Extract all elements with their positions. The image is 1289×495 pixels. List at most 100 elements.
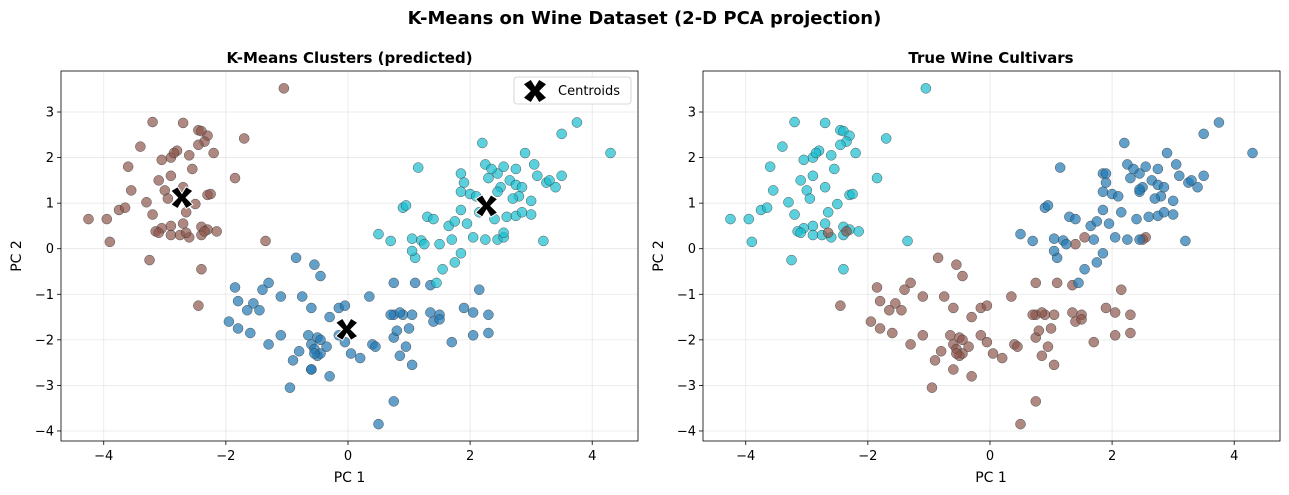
data-point: [516, 207, 528, 218]
data-point: [804, 193, 816, 204]
y-tick-label: 0: [46, 242, 54, 257]
data-point: [819, 218, 831, 229]
y-tick-label: −2: [677, 333, 696, 348]
data-point: [205, 188, 216, 200]
x-axis-label: PC 1: [334, 470, 366, 486]
data-point: [743, 213, 755, 225]
data-point: [321, 341, 332, 352]
data-point: [232, 295, 244, 307]
data-point: [1033, 325, 1045, 336]
data-point: [1061, 238, 1072, 250]
data-point: [1161, 147, 1173, 159]
data-point: [966, 311, 977, 323]
data-point: [455, 204, 467, 216]
data-point: [406, 245, 418, 257]
data-point: [1070, 213, 1081, 225]
data-point: [309, 259, 320, 270]
data-point: [865, 316, 877, 327]
data-point: [920, 83, 932, 94]
data-point: [477, 137, 488, 149]
data-point: [1036, 307, 1048, 318]
centroid-markers: [170, 185, 499, 342]
data-point: [419, 238, 430, 250]
data-point: [290, 252, 302, 264]
data-point: [153, 175, 164, 186]
data-point: [263, 339, 274, 350]
y-tick-label: 3: [688, 106, 696, 121]
data-point: [835, 139, 846, 151]
data-point: [354, 352, 366, 364]
data-point: [306, 364, 317, 375]
data-point: [400, 341, 412, 352]
data-point: [1125, 327, 1136, 339]
data-point: [388, 277, 400, 289]
data-point: [1149, 193, 1161, 204]
data-point: [458, 302, 470, 314]
data-point: [905, 277, 916, 289]
data-point: [278, 83, 290, 94]
scatter-points: [83, 83, 616, 430]
data-point: [1006, 291, 1017, 302]
data-point: [1167, 195, 1179, 207]
data-point: [385, 235, 396, 247]
data-point: [1015, 418, 1026, 430]
data-point: [1097, 186, 1109, 198]
data-point: [165, 170, 177, 182]
x-tick-label: 4: [588, 449, 596, 464]
data-point: [364, 291, 375, 302]
data-point: [370, 341, 381, 352]
data-point: [1119, 137, 1130, 149]
data-point: [1213, 117, 1225, 128]
data-point: [902, 235, 913, 247]
data-point: [455, 168, 467, 179]
data-point: [1112, 191, 1124, 202]
data-point: [874, 323, 886, 334]
data-point: [275, 330, 287, 341]
data-point: [434, 238, 445, 250]
data-point: [1030, 277, 1042, 289]
data-point: [987, 348, 999, 359]
data-point: [1170, 159, 1182, 170]
data-point: [241, 304, 253, 316]
data-point: [229, 282, 241, 293]
data-point: [177, 218, 189, 229]
series-cluster-1: [373, 117, 616, 289]
data-point: [193, 139, 204, 151]
data-point: [147, 116, 158, 128]
series-cluster-2: [83, 83, 290, 311]
data-point: [373, 228, 384, 240]
data-point: [1027, 235, 1038, 247]
data-point: [951, 348, 962, 359]
series-cultivar-3: [1015, 117, 1258, 289]
data-point: [890, 298, 901, 309]
data-point: [193, 300, 204, 311]
centroid-marker: [474, 194, 499, 218]
data-point: [1131, 213, 1142, 225]
data-point: [948, 302, 959, 314]
x-tick-label: 2: [1108, 449, 1116, 464]
data-point: [847, 188, 858, 200]
data-point: [1048, 233, 1060, 244]
data-point: [303, 330, 314, 341]
data-point: [963, 341, 974, 352]
data-point: [245, 327, 256, 339]
data-point: [293, 345, 305, 357]
data-point: [1103, 218, 1115, 229]
data-point: [1073, 277, 1084, 289]
data-point: [162, 193, 174, 204]
data-point: [425, 307, 436, 318]
data-point: [981, 336, 993, 348]
data-point: [101, 213, 113, 225]
data-point: [1109, 307, 1121, 318]
data-point: [324, 371, 335, 382]
data-point: [403, 323, 415, 334]
data-point: [406, 359, 418, 371]
data-point: [1036, 350, 1048, 362]
data-point: [1198, 170, 1209, 182]
data-point: [957, 270, 968, 282]
data-point: [492, 186, 503, 198]
data-point: [263, 277, 274, 289]
x-tick-label: −4: [736, 449, 755, 464]
data-point: [1015, 228, 1026, 240]
